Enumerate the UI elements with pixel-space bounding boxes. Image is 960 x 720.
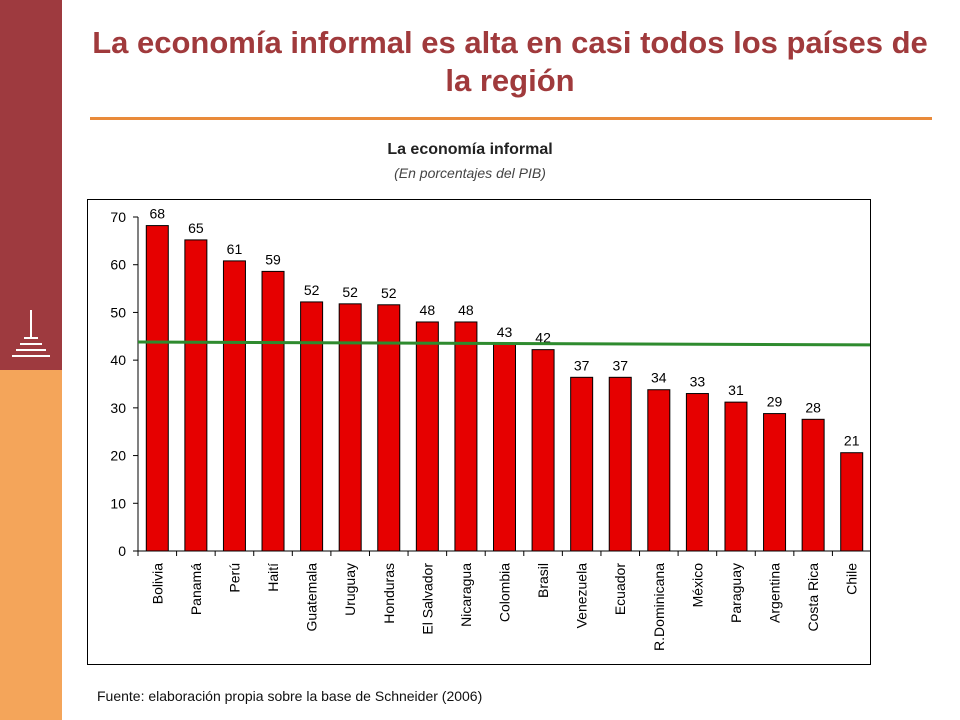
- data-label: 59: [265, 251, 281, 267]
- category-label: México: [689, 563, 705, 608]
- data-label: 65: [188, 220, 204, 236]
- data-label: 29: [767, 394, 783, 410]
- category-label: Argentina: [767, 563, 783, 623]
- data-label: 21: [844, 433, 860, 449]
- bar-chart: 0 10 20 30 40 50 60 70 68 Bolivia 65 Panamá 61 Perú 59…: [110, 206, 870, 651]
- data-label: 52: [342, 284, 358, 300]
- category-label: Brasil: [535, 563, 551, 598]
- bar: [531, 349, 555, 552]
- data-label: 42: [535, 330, 551, 346]
- category-label: Chile: [844, 563, 860, 595]
- bar: [261, 270, 285, 552]
- bar: [763, 413, 787, 552]
- y-tick-label: 20: [110, 448, 126, 464]
- bar: [685, 393, 709, 552]
- category-label: Haití: [265, 563, 281, 592]
- y-tick-label: 60: [110, 257, 126, 273]
- average-line: [137, 340, 870, 347]
- bar: [377, 304, 401, 552]
- chart-subtitle: (En porcentajes del PIB): [394, 165, 546, 181]
- column-emblem-icon: [12, 310, 50, 357]
- bar: [608, 376, 632, 552]
- y-tick-label: 0: [118, 543, 126, 559]
- left-band-top: [0, 0, 62, 370]
- bar: [801, 418, 825, 552]
- bar: [300, 301, 324, 552]
- data-label: 52: [381, 285, 397, 301]
- data-label: 43: [497, 324, 513, 340]
- y-tick-label: 10: [110, 495, 126, 511]
- bar: [493, 343, 516, 552]
- category-label: Panamá: [188, 563, 204, 615]
- source-note: Fuente: elaboración propia sobre la base…: [97, 688, 483, 704]
- data-label: 48: [420, 302, 436, 318]
- bar: [647, 389, 671, 552]
- category-label: Venezuela: [574, 563, 590, 629]
- y-tick-label: 50: [110, 304, 126, 320]
- category-label: Costa Rica: [805, 563, 821, 632]
- bar: [145, 225, 169, 552]
- data-label: 33: [690, 374, 706, 390]
- title-divider: [90, 117, 932, 120]
- data-label: 28: [805, 399, 821, 415]
- bar: [840, 452, 864, 552]
- data-label: 48: [458, 302, 474, 318]
- category-label: El Salvador: [419, 563, 435, 635]
- category-label: Perú: [226, 563, 242, 593]
- data-label: 68: [150, 206, 166, 222]
- data-label: 31: [728, 382, 744, 398]
- bar: [184, 239, 208, 552]
- data-label: 37: [612, 357, 628, 373]
- chart-title: La economía informal: [387, 141, 553, 158]
- category-label: Guatemala: [304, 563, 320, 632]
- category-label: R.Dominicana: [651, 563, 667, 651]
- bar: [338, 303, 362, 552]
- chart-frame: 0 10 20 30 40 50 60 70 68 Bolivia 65 Panamá 61 Perú 59…: [87, 199, 871, 665]
- left-band-bottom: [0, 370, 62, 720]
- category-label: Ecuador: [612, 563, 628, 615]
- slide-title: La economía informal es alta en casi tod…: [92, 25, 928, 98]
- y-tick-label: 30: [110, 400, 126, 416]
- category-label: Paraguay: [728, 563, 744, 623]
- category-label: Bolivia: [149, 563, 165, 604]
- bar: [415, 321, 439, 552]
- category-label: Nicaragua: [458, 563, 474, 627]
- bar: [454, 321, 478, 552]
- data-label: 61: [227, 241, 243, 257]
- category-label: Honduras: [381, 563, 397, 624]
- data-label: 52: [304, 282, 320, 298]
- category-label: Colombia: [497, 563, 513, 622]
- y-tick-label: 40: [110, 352, 126, 368]
- data-label: 34: [651, 370, 667, 386]
- bar: [724, 401, 748, 552]
- bar: [570, 376, 594, 552]
- y-tick-label: 70: [110, 209, 126, 225]
- bar: [222, 260, 246, 552]
- data-label: 37: [574, 357, 590, 373]
- category-label: Uruguay: [342, 563, 358, 616]
